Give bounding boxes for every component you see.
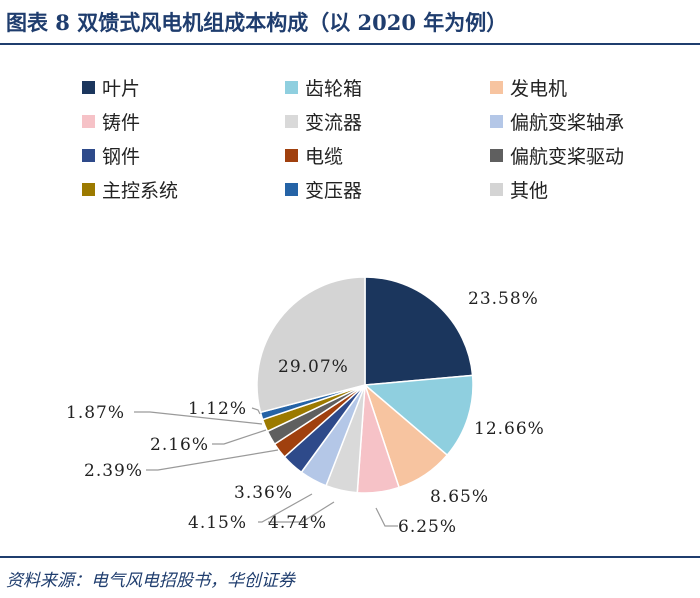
legend-item: 钢件: [82, 143, 141, 168]
legend-label: 偏航变桨驱动: [510, 145, 625, 168]
data-label: 29.07%: [278, 357, 349, 377]
leader-line: [375, 507, 398, 527]
leader-line: [268, 501, 335, 523]
legend-swatch: [490, 80, 503, 94]
legend-label: 铸件: [102, 111, 141, 134]
data-label: 4.15%: [188, 513, 247, 533]
data-label: 4.74%: [268, 513, 327, 533]
legend-label: 偏航变桨轴承: [510, 111, 625, 134]
data-label: 2.39%: [84, 461, 143, 481]
legend-label: 钢件: [102, 145, 141, 168]
data-label: 12.66%: [474, 419, 545, 439]
legend-swatch: [285, 182, 298, 196]
legend-item: 叶片: [82, 75, 141, 100]
legend-swatch: [285, 114, 298, 128]
chart-legend: 叶片 齿轮箱 发电机铸件 变流器 偏航变桨轴承钢件 电缆 偏航变桨驱动主控系统 变压器 其他: [0, 0, 700, 210]
legend-label: 电缆: [305, 145, 344, 168]
legend-swatch: [285, 148, 298, 162]
pie-slice: [363, 374, 474, 457]
legend-swatch: [82, 148, 95, 162]
legend-item: 变流器: [285, 109, 363, 134]
legend-item: 发电机: [490, 75, 568, 100]
leader-line: [212, 429, 267, 445]
legend-label: 变压器: [305, 179, 363, 202]
data-label: 23.58%: [468, 289, 539, 309]
figure-title: 图表 8 双馈式风电机组成本构成（以 2020 年为例）: [6, 10, 508, 35]
legend-label: 叶片: [102, 77, 141, 100]
legend-swatch: [82, 182, 95, 196]
top-rule: [0, 43, 700, 45]
leader-line: [146, 449, 279, 471]
data-label: 2.16%: [150, 435, 209, 455]
legend-item: 其他: [490, 177, 549, 202]
leader-line: [258, 493, 313, 523]
legend-swatch: [490, 182, 503, 196]
legend-item: 变压器: [285, 177, 363, 202]
legend-swatch: [285, 80, 298, 94]
data-label: 8.65%: [430, 487, 489, 507]
figure-source: 资料来源：电气风电招股书，华创证券: [6, 571, 295, 591]
bottom-rule: [0, 556, 700, 558]
pie-slice: [256, 276, 366, 414]
legend-label: 变流器: [305, 111, 363, 134]
legend-item: 偏航变桨驱动: [490, 143, 625, 168]
data-label: 1.12%: [188, 399, 247, 419]
legend-label: 发电机: [510, 77, 568, 100]
legend-label: 主控系统: [102, 179, 179, 202]
data-label: 6.25%: [398, 517, 457, 537]
legend-swatch: [490, 148, 503, 162]
legend-item: 齿轮箱: [285, 75, 363, 100]
legend-label: 其他: [510, 179, 549, 202]
legend-item: 电缆: [285, 143, 344, 168]
legend-swatch: [82, 80, 95, 94]
legend-item: 偏航变桨轴承: [490, 109, 625, 134]
data-label: 1.87%: [66, 403, 125, 423]
legend-swatch: [490, 114, 503, 128]
leader-line: [134, 411, 263, 425]
legend-item: 铸件: [82, 109, 141, 134]
leader-line: [251, 407, 261, 415]
legend-label: 齿轮箱: [305, 77, 363, 100]
legend-swatch: [82, 114, 95, 128]
legend-item: 主控系统: [82, 177, 179, 202]
data-label: 3.36%: [234, 483, 293, 503]
pie-slice: [364, 276, 474, 386]
figure-header: 图表 8 双馈式风电机组成本构成（以 2020 年为例）: [0, 0, 700, 44]
